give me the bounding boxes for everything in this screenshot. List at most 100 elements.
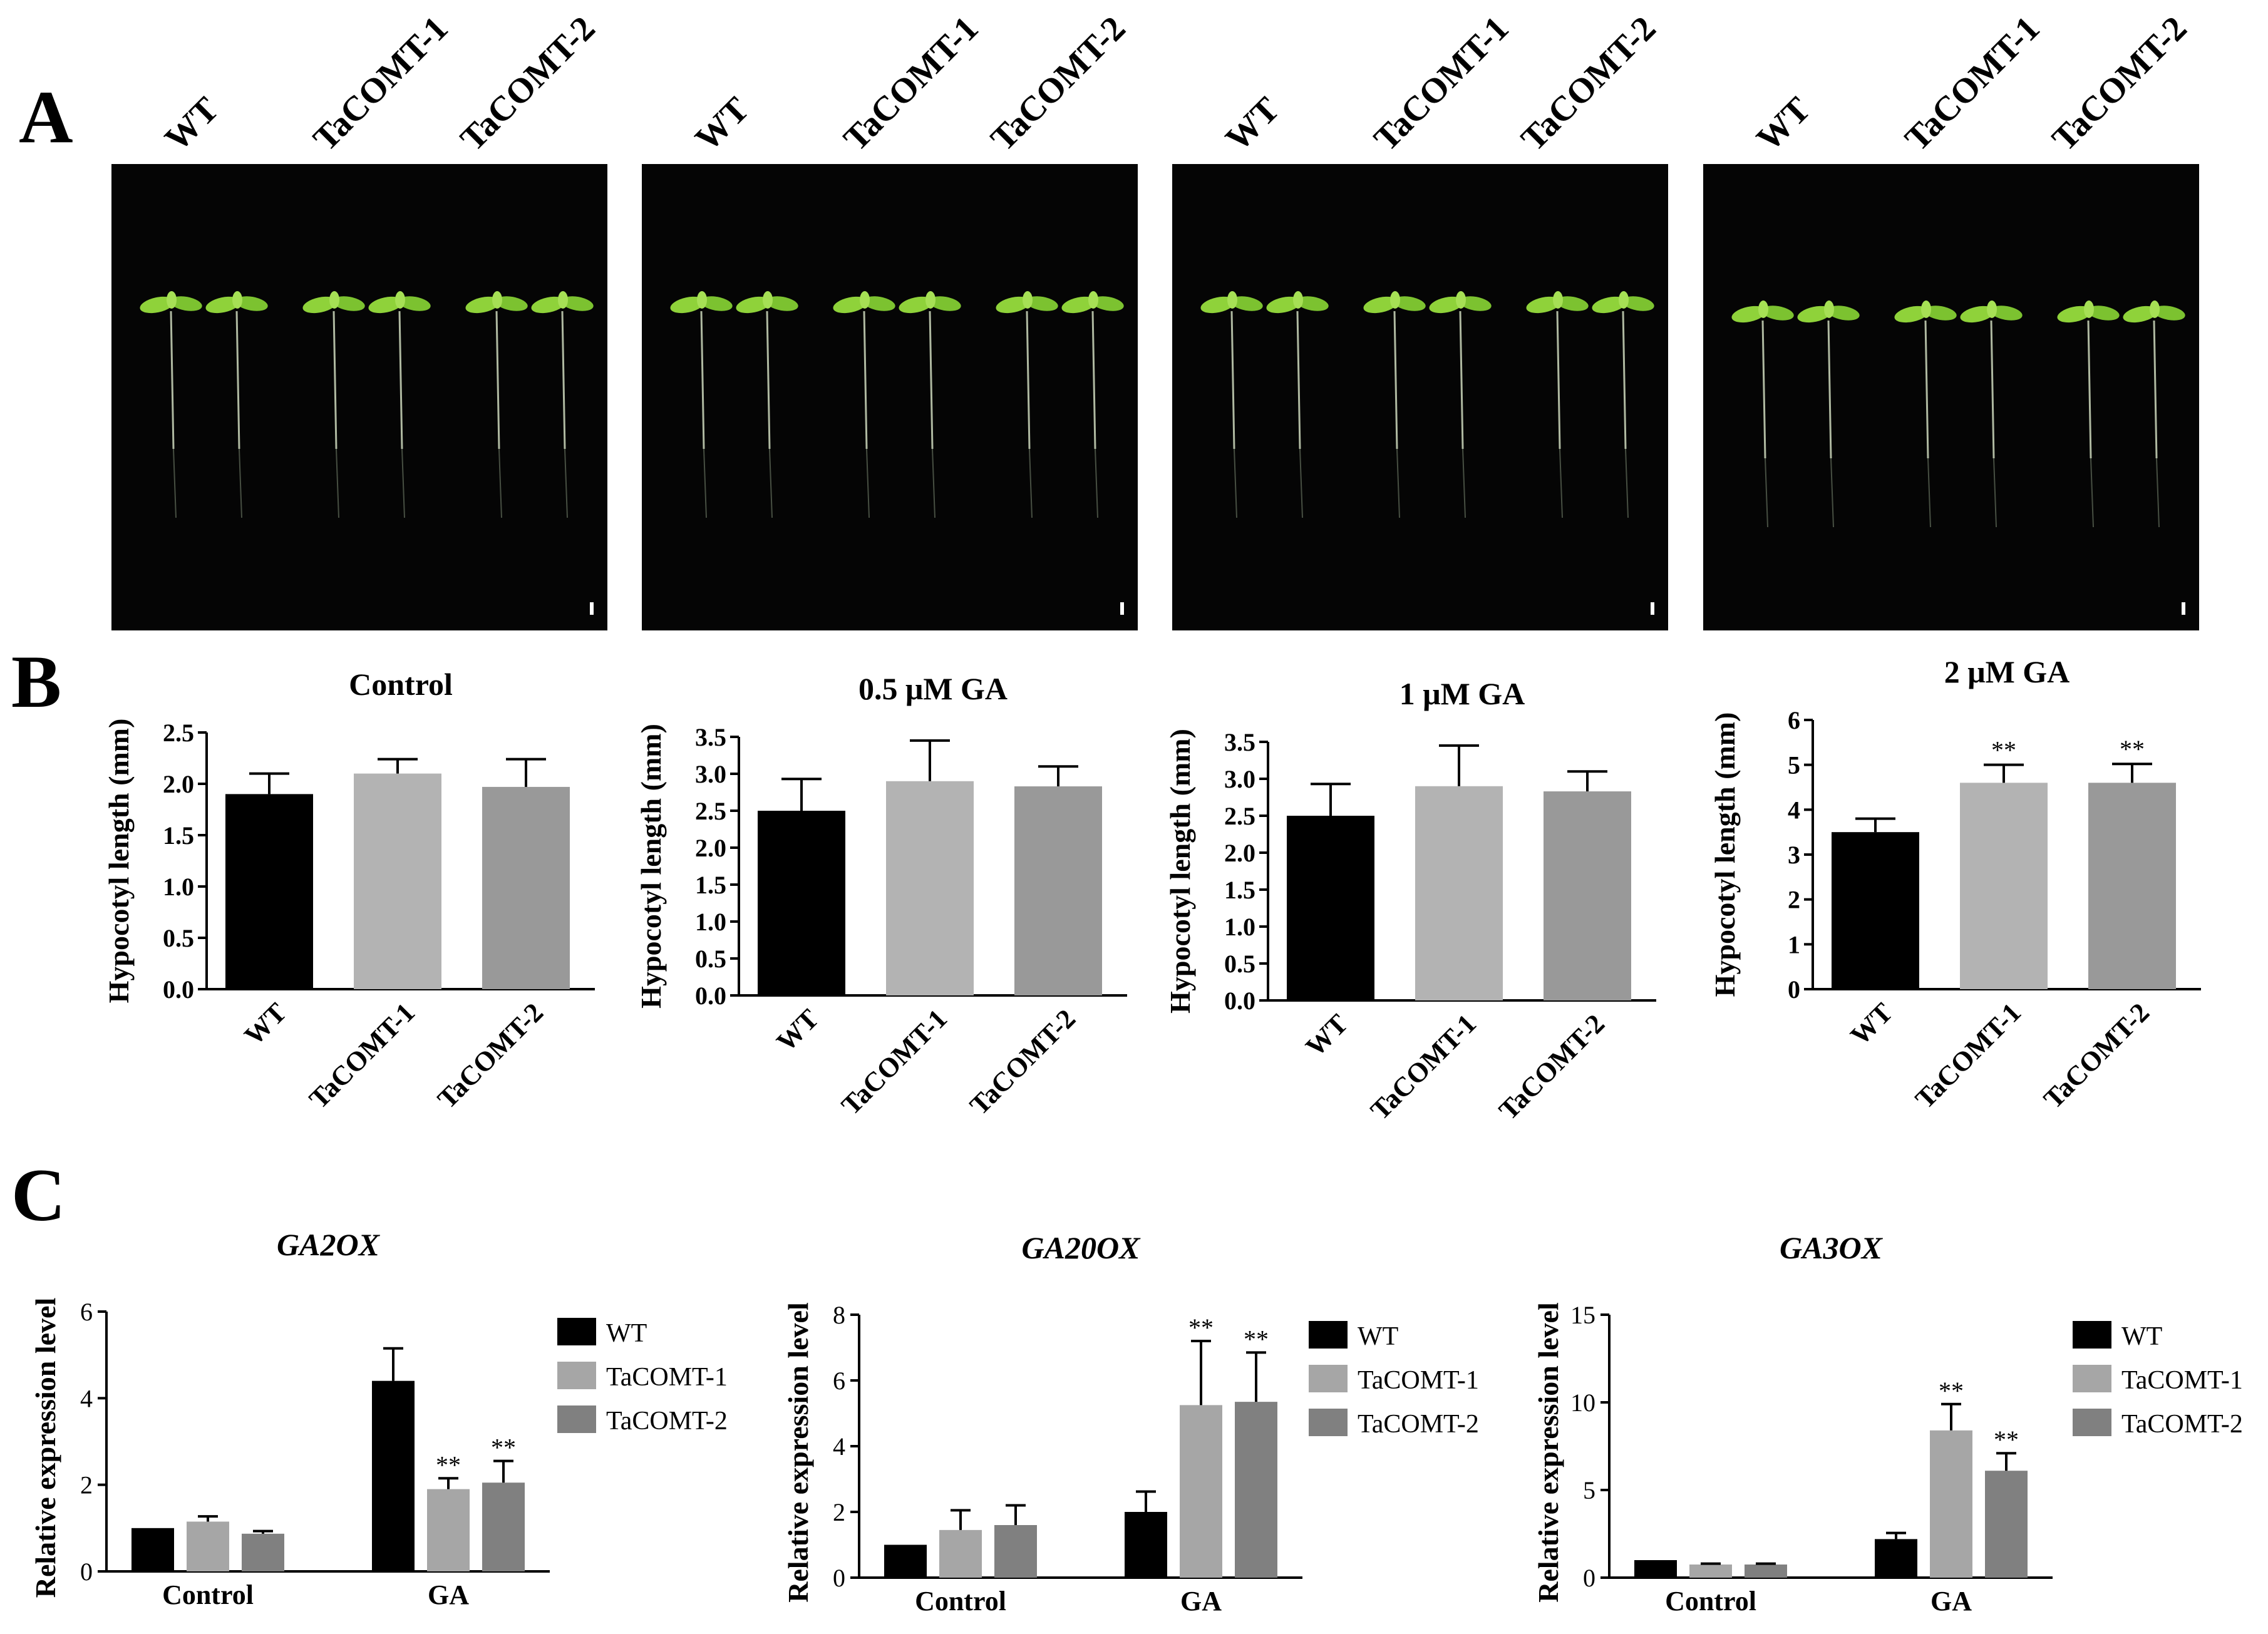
bar [1415,786,1503,1000]
y-tick-label: 5 [1583,1476,1595,1504]
bar [482,786,570,989]
bar [1235,1402,1277,1578]
legend-swatch [557,1405,596,1433]
y-axis-label: Hypocotyl length (mm) [1164,729,1196,1014]
seedling [1200,291,1263,518]
y-tick-label: 0 [833,1564,845,1592]
legend-swatch [1309,1321,1348,1349]
bar [225,794,313,989]
y-tick-label: 3.0 [695,760,726,788]
y-axis-label: Relative expression level [1532,1302,1564,1603]
bar [354,773,441,989]
y-tick-label: 2.5 [1224,802,1255,830]
bar [1634,1560,1677,1578]
bar [1960,783,2048,989]
y-axis-label: Hypocotyl length (mm) [1709,712,1741,997]
seedling [1960,301,2023,528]
y-tick-label: 3.5 [695,723,726,751]
seedling-photo [1703,164,2199,630]
y-tick-label: 3 [1788,841,1800,869]
y-tick-label: 0.5 [163,924,194,952]
y-tick-label: 2.5 [163,719,194,747]
y-tick-label: 1.0 [163,873,194,901]
seedling [1526,291,1589,518]
seedling-photo-drawing [140,291,594,615]
seedling [2123,301,2185,528]
y-tick-label: 6 [1788,706,1800,734]
y-tick-label: 2 [80,1471,93,1499]
legend-swatch [2073,1409,2111,1436]
bar [1930,1430,1972,1578]
x-category-label: GA [1180,1586,1222,1616]
legend-swatch [557,1362,596,1389]
bar [886,781,974,995]
y-tick-label: 6 [80,1298,93,1326]
legend-label: TaCOMT-1 [606,1363,728,1392]
seedling [736,291,798,518]
y-tick-label: 4 [1788,796,1800,824]
y-tick-label: 3.0 [1224,765,1255,793]
seedling [368,291,431,518]
bar [482,1482,525,1571]
y-tick-label: 0.0 [163,975,194,1004]
bar [242,1533,284,1571]
panel-letter-c: C [11,1153,66,1236]
y-tick-label: 15 [1570,1301,1595,1329]
y-tick-label: 2.5 [695,797,726,825]
seedling [899,291,961,518]
legend-swatch [2073,1321,2111,1349]
seedling-photo [1172,164,1668,630]
bar [1014,786,1102,995]
seedling [1797,301,1860,528]
seedling-photo-drawing [1200,291,1654,615]
seedling [670,291,733,518]
y-tick-label: 2.0 [1224,839,1255,867]
significance-label: ** [1939,1377,1964,1405]
y-tick-label: 2.0 [163,770,194,798]
legend-label: TaCOMT-1 [1358,1366,1479,1395]
y-tick-label: 8 [833,1301,845,1329]
bar [1689,1565,1732,1578]
y-tick-label: 1 [1788,930,1800,958]
seedling [140,291,202,518]
y-tick-label: 0 [1788,975,1800,1004]
scale-bar [1651,602,1654,615]
seedling [302,291,365,518]
seedling [205,291,268,518]
seedling [1061,291,1124,518]
y-tick-label: 0.0 [1224,987,1255,1015]
seedling [1363,291,1426,518]
y-tick-label: 4 [80,1384,93,1412]
bar [427,1489,470,1571]
bar [1745,1565,1787,1578]
bar [1125,1512,1167,1578]
chart-title: 0.5 μM GA [858,671,1008,706]
legend-swatch [557,1318,596,1345]
seedling-photo [642,164,1138,630]
bar [884,1544,927,1578]
y-axis-label: Hypocotyl length (mm) [103,719,135,1004]
significance-label: ** [1994,1426,2019,1454]
panel-letter-b: B [11,640,62,723]
y-tick-label: 3.5 [1224,728,1255,756]
y-axis-label: Relative expression level [782,1302,814,1603]
chart-title: GA2OX [277,1227,381,1262]
scale-bar [590,602,594,615]
legend-label: TaCOMT-2 [606,1407,728,1436]
y-tick-label: 1.0 [1224,913,1255,941]
x-category-label: Control [915,1586,1006,1616]
y-tick-label: 1.0 [695,908,726,936]
legend-swatch [1309,1409,1348,1436]
bar [1287,816,1374,1000]
scale-bar [1120,602,1124,615]
bar [939,1529,982,1578]
seedling [1592,291,1654,518]
y-tick-label: 2 [833,1498,845,1526]
significance-label: ** [1991,736,2016,764]
x-category-label: Control [162,1580,254,1610]
legend-swatch [1309,1365,1348,1392]
y-tick-label: 1.5 [163,821,194,850]
seedling [1894,301,1957,528]
seedling [531,291,594,518]
y-tick-label: 0 [1583,1564,1595,1592]
